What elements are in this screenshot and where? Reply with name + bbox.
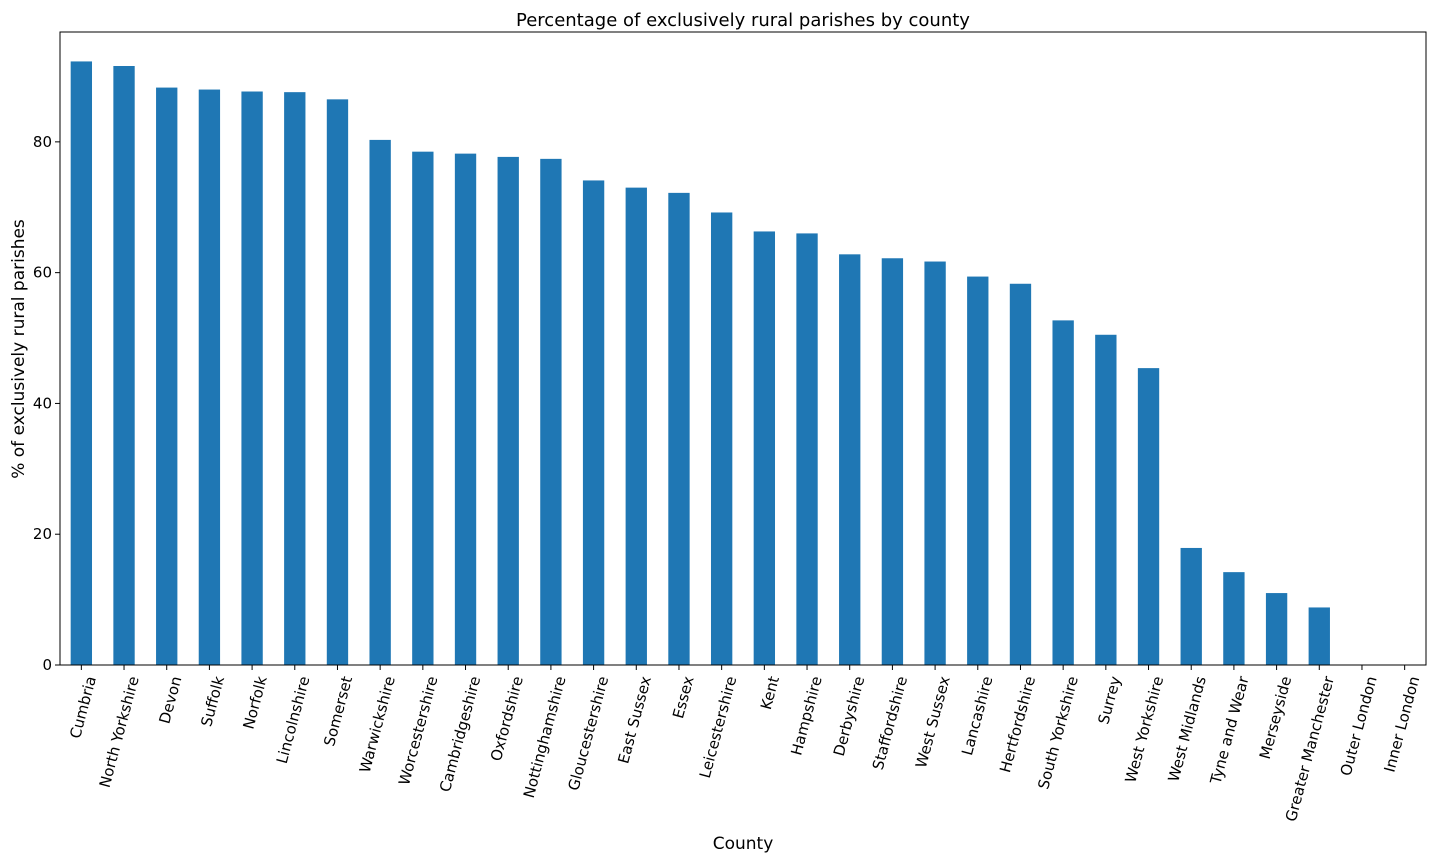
x-axis-label: County <box>713 834 774 854</box>
bar-suffolk <box>198 89 221 666</box>
bar-cambridgeshire <box>454 153 477 665</box>
bar-south-yorkshire <box>1052 320 1074 665</box>
y-axis: 0 20 40 60 80 <box>33 133 60 674</box>
bar-hampshire <box>796 233 818 665</box>
x-tick-label: Hampshire <box>787 674 825 757</box>
bar-west-sussex <box>924 261 946 665</box>
bar-staffordshire <box>881 258 904 665</box>
bar-worcestershire <box>412 151 434 666</box>
bar-devon <box>156 87 178 665</box>
x-tick-label: Nottinghamshire <box>520 674 570 800</box>
bar-warwickshire <box>369 139 391 665</box>
bar-lancashire <box>967 276 989 665</box>
x-tick-label: Merseyside <box>1256 674 1295 761</box>
x-tick-label: Somerset <box>320 674 356 748</box>
bar-surrey <box>1095 334 1117 665</box>
bar-greater-manchester <box>1308 607 1330 665</box>
x-tick-label: Leicestershire <box>696 674 740 780</box>
x-tick-label: Cumbria <box>66 674 100 740</box>
y-tick-label: 60 <box>33 264 52 282</box>
y-tick-label: 20 <box>33 525 52 543</box>
x-tick-label: West Midlands <box>1164 674 1210 784</box>
x-tick-label: Suffolk <box>197 674 228 729</box>
y-axis-label: % of exclusively rural parishes <box>9 219 29 479</box>
x-tick-label: Devon <box>156 674 186 725</box>
x-tick-label: South Yorkshire <box>1034 674 1081 791</box>
x-tick-label: Oxfordshire <box>487 674 527 763</box>
x-tick-label: Inner London <box>1380 674 1423 774</box>
x-tick-label: North Yorkshire <box>96 674 143 789</box>
x-tick-label: East Sussex <box>614 674 655 765</box>
bar-cumbria <box>70 61 93 666</box>
x-tick-label: Essex <box>669 674 698 720</box>
y-tick-label: 40 <box>33 394 52 412</box>
x-tick-label: Lancashire <box>958 674 996 757</box>
bar-north-yorkshire <box>113 66 135 665</box>
bar-somerset <box>326 99 349 666</box>
plot-frame <box>59 31 1427 666</box>
x-tick-label: Gloucestershire <box>564 674 612 792</box>
x-tick-label: Outer London <box>1337 674 1381 778</box>
bar-merseyside <box>1265 593 1288 665</box>
x-tick-label: Derbyshire <box>830 674 869 758</box>
bar-derbyshire <box>839 254 861 665</box>
x-tick-label: Norfolk <box>239 674 270 731</box>
x-tick-label: Hertfordshire <box>996 674 1039 774</box>
y-tick-label: 0 <box>42 656 52 674</box>
bar-nottinghamshire <box>540 158 562 666</box>
x-tick-label: Tyne and Wear <box>1206 673 1253 786</box>
bar-oxfordshire <box>497 156 519 665</box>
bar-leicestershire <box>710 212 733 666</box>
x-tick-label: Worcestershire <box>395 674 441 787</box>
x-tick-label: West Yorkshire <box>1122 674 1168 784</box>
x-tick-label: Surrey <box>1094 674 1124 726</box>
bar-tyne-and-wear <box>1223 572 1245 665</box>
bars-group <box>70 61 1330 666</box>
bar-norfolk <box>241 91 263 665</box>
x-tick-label: Warwickshire <box>356 674 399 774</box>
x-tick-label: Cambridgeshire <box>436 674 484 794</box>
bar-gloucestershire <box>582 180 605 665</box>
x-tick-label: West Sussex <box>912 674 954 770</box>
y-tick-label: 80 <box>33 133 52 151</box>
x-tick-label: Kent <box>757 674 783 711</box>
bar-hertfordshire <box>1009 283 1032 665</box>
bar-kent <box>753 231 776 665</box>
bar-west-yorkshire <box>1137 368 1160 665</box>
bar-lincolnshire <box>284 92 306 665</box>
x-tick-label: Staffordshire <box>869 674 911 771</box>
x-tick-label: Lincolnshire <box>273 674 314 765</box>
chart-title: Percentage of exclusively rural parishes… <box>516 10 970 31</box>
bar-essex <box>668 192 690 665</box>
bar-west-midlands <box>1180 547 1202 665</box>
bar-east-sussex <box>625 187 647 665</box>
